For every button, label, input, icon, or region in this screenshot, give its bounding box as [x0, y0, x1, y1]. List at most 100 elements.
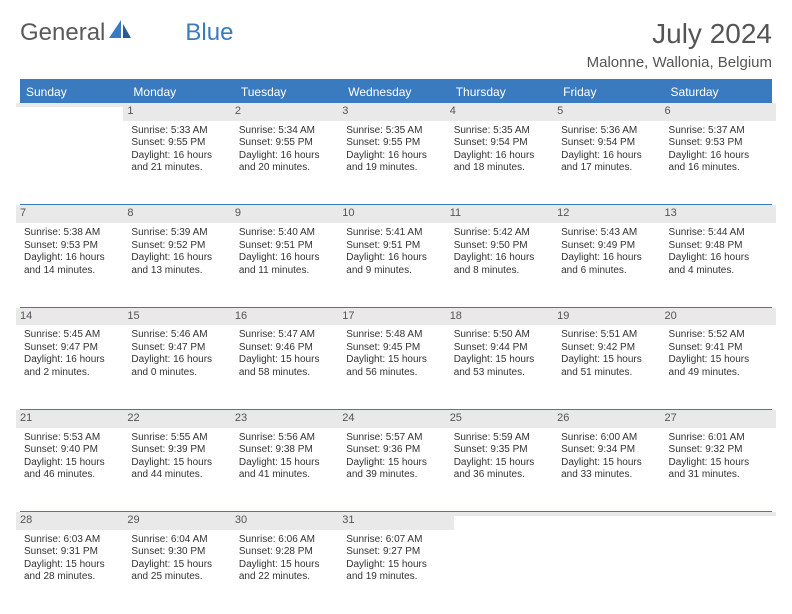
- daylight-text: Daylight: 15 hours and 25 minutes.: [131, 559, 230, 584]
- daynum-cell: 1: [127, 103, 234, 123]
- sunrise-text: Sunrise: 5:55 AM: [131, 432, 230, 445]
- daynum-row: 14151617181920: [20, 308, 772, 328]
- sunrise-text: Sunrise: 5:38 AM: [24, 227, 123, 240]
- daylight-text: Daylight: 15 hours and 36 minutes.: [454, 457, 553, 482]
- day-cell: Sunrise: 5:56 AMSunset: 9:38 PMDaylight:…: [235, 430, 342, 512]
- daylight-text: Daylight: 15 hours and 28 minutes.: [24, 559, 123, 584]
- daylight-text: Daylight: 16 hours and 8 minutes.: [454, 252, 553, 277]
- daylight-text: Daylight: 16 hours and 21 minutes.: [131, 150, 230, 175]
- sunset-text: Sunset: 9:35 PM: [454, 444, 553, 457]
- daylight-text: Daylight: 16 hours and 11 minutes.: [239, 252, 338, 277]
- daylight-text: Daylight: 16 hours and 9 minutes.: [346, 252, 445, 277]
- day-cell: Sunrise: 5:43 AMSunset: 9:49 PMDaylight:…: [557, 225, 664, 307]
- daylight-text: Daylight: 15 hours and 19 minutes.: [346, 559, 445, 584]
- sunrise-text: Sunrise: 5:46 AM: [131, 329, 230, 342]
- sunrise-text: Sunrise: 5:37 AM: [669, 125, 768, 138]
- daynum-cell: 13: [665, 205, 772, 225]
- header: General Blue July 2024 Malonne, Wallonia…: [20, 18, 772, 71]
- week-row: Sunrise: 5:38 AMSunset: 9:53 PMDaylight:…: [20, 225, 772, 307]
- sunset-text: Sunset: 9:55 PM: [346, 137, 445, 150]
- week-row: Sunrise: 5:45 AMSunset: 9:47 PMDaylight:…: [20, 327, 772, 409]
- daynum-cell: 29: [127, 512, 234, 532]
- sunset-text: Sunset: 9:52 PM: [131, 240, 230, 253]
- sunrise-text: Sunrise: 5:34 AM: [239, 125, 338, 138]
- sunset-text: Sunset: 9:46 PM: [239, 342, 338, 355]
- sunset-text: Sunset: 9:47 PM: [24, 342, 123, 355]
- daynum-cell: 24: [342, 410, 449, 430]
- daynum-cell: 26: [557, 410, 664, 430]
- daylight-text: Daylight: 15 hours and 39 minutes.: [346, 457, 445, 482]
- day-cell: Sunrise: 5:45 AMSunset: 9:47 PMDaylight:…: [20, 327, 127, 409]
- day-cell: Sunrise: 5:47 AMSunset: 9:46 PMDaylight:…: [235, 327, 342, 409]
- day-cell: Sunrise: 5:33 AMSunset: 9:55 PMDaylight:…: [127, 123, 234, 205]
- sunset-text: Sunset: 9:55 PM: [131, 137, 230, 150]
- daylight-text: Daylight: 16 hours and 6 minutes.: [561, 252, 660, 277]
- sunrise-text: Sunrise: 5:35 AM: [346, 125, 445, 138]
- sunrise-text: Sunrise: 5:39 AM: [131, 227, 230, 240]
- daylight-text: Daylight: 16 hours and 2 minutes.: [24, 354, 123, 379]
- sunrise-text: Sunrise: 5:33 AM: [131, 125, 230, 138]
- sunset-text: Sunset: 9:32 PM: [669, 444, 768, 457]
- day-cell: Sunrise: 5:39 AMSunset: 9:52 PMDaylight:…: [127, 225, 234, 307]
- daylight-text: Daylight: 16 hours and 18 minutes.: [454, 150, 553, 175]
- sunset-text: Sunset: 9:41 PM: [669, 342, 768, 355]
- daylight-text: Daylight: 16 hours and 16 minutes.: [669, 150, 768, 175]
- day-cell: Sunrise: 5:48 AMSunset: 9:45 PMDaylight:…: [342, 327, 449, 409]
- sunrise-text: Sunrise: 5:59 AM: [454, 432, 553, 445]
- daylight-text: Daylight: 16 hours and 14 minutes.: [24, 252, 123, 277]
- sunset-text: Sunset: 9:54 PM: [454, 137, 553, 150]
- daylight-text: Daylight: 15 hours and 33 minutes.: [561, 457, 660, 482]
- sunrise-text: Sunrise: 5:51 AM: [561, 329, 660, 342]
- daynum-cell: 28: [20, 512, 127, 532]
- day-header: Tuesday: [235, 81, 342, 103]
- sunset-text: Sunset: 9:27 PM: [346, 546, 445, 559]
- day-header: Wednesday: [342, 81, 449, 103]
- sunset-text: Sunset: 9:34 PM: [561, 444, 660, 457]
- daynum-cell: 27: [665, 410, 772, 430]
- day-cell: Sunrise: 5:50 AMSunset: 9:44 PMDaylight:…: [450, 327, 557, 409]
- day-cell: [20, 123, 127, 205]
- day-cell: Sunrise: 5:37 AMSunset: 9:53 PMDaylight:…: [665, 123, 772, 205]
- daynum-cell: 30: [235, 512, 342, 532]
- daynum-cell: 5: [557, 103, 664, 123]
- daylight-text: Daylight: 16 hours and 13 minutes.: [131, 252, 230, 277]
- daynum-cell: 20: [665, 308, 772, 328]
- sunset-text: Sunset: 9:53 PM: [24, 240, 123, 253]
- daynum-cell: 31: [342, 512, 449, 532]
- sunset-text: Sunset: 9:48 PM: [669, 240, 768, 253]
- day-cell: Sunrise: 6:01 AMSunset: 9:32 PMDaylight:…: [665, 430, 772, 512]
- daylight-text: Daylight: 15 hours and 53 minutes.: [454, 354, 553, 379]
- sunrise-text: Sunrise: 5:40 AM: [239, 227, 338, 240]
- day-cell: [665, 532, 772, 614]
- sunset-text: Sunset: 9:53 PM: [669, 137, 768, 150]
- daynum-cell: 12: [557, 205, 664, 225]
- sunrise-text: Sunrise: 6:00 AM: [561, 432, 660, 445]
- sunset-text: Sunset: 9:51 PM: [346, 240, 445, 253]
- sunset-text: Sunset: 9:39 PM: [131, 444, 230, 457]
- daynum-cell: 6: [665, 103, 772, 123]
- day-cell: Sunrise: 6:07 AMSunset: 9:27 PMDaylight:…: [342, 532, 449, 614]
- daynum-cell: [557, 512, 664, 532]
- sunset-text: Sunset: 9:40 PM: [24, 444, 123, 457]
- day-cell: Sunrise: 5:35 AMSunset: 9:55 PMDaylight:…: [342, 123, 449, 205]
- day-cell: Sunrise: 5:41 AMSunset: 9:51 PMDaylight:…: [342, 225, 449, 307]
- day-header: Monday: [127, 81, 234, 103]
- day-header: Thursday: [450, 81, 557, 103]
- daylight-text: Daylight: 15 hours and 56 minutes.: [346, 354, 445, 379]
- daylight-text: Daylight: 16 hours and 0 minutes.: [131, 354, 230, 379]
- day-header: Saturday: [665, 81, 772, 103]
- daynum-cell: 22: [127, 410, 234, 430]
- brand-logo: General Blue: [20, 18, 233, 47]
- sunrise-text: Sunrise: 6:01 AM: [669, 432, 768, 445]
- day-cell: Sunrise: 5:44 AMSunset: 9:48 PMDaylight:…: [665, 225, 772, 307]
- day-cell: Sunrise: 5:53 AMSunset: 9:40 PMDaylight:…: [20, 430, 127, 512]
- sunset-text: Sunset: 9:45 PM: [346, 342, 445, 355]
- sail-icon: [107, 18, 133, 47]
- day-cell: Sunrise: 6:03 AMSunset: 9:31 PMDaylight:…: [20, 532, 127, 614]
- day-cell: [557, 532, 664, 614]
- daylight-text: Daylight: 16 hours and 4 minutes.: [669, 252, 768, 277]
- brand-text-2: Blue: [185, 19, 233, 47]
- day-cell: Sunrise: 5:40 AMSunset: 9:51 PMDaylight:…: [235, 225, 342, 307]
- sunrise-text: Sunrise: 5:36 AM: [561, 125, 660, 138]
- day-header: Sunday: [20, 81, 127, 103]
